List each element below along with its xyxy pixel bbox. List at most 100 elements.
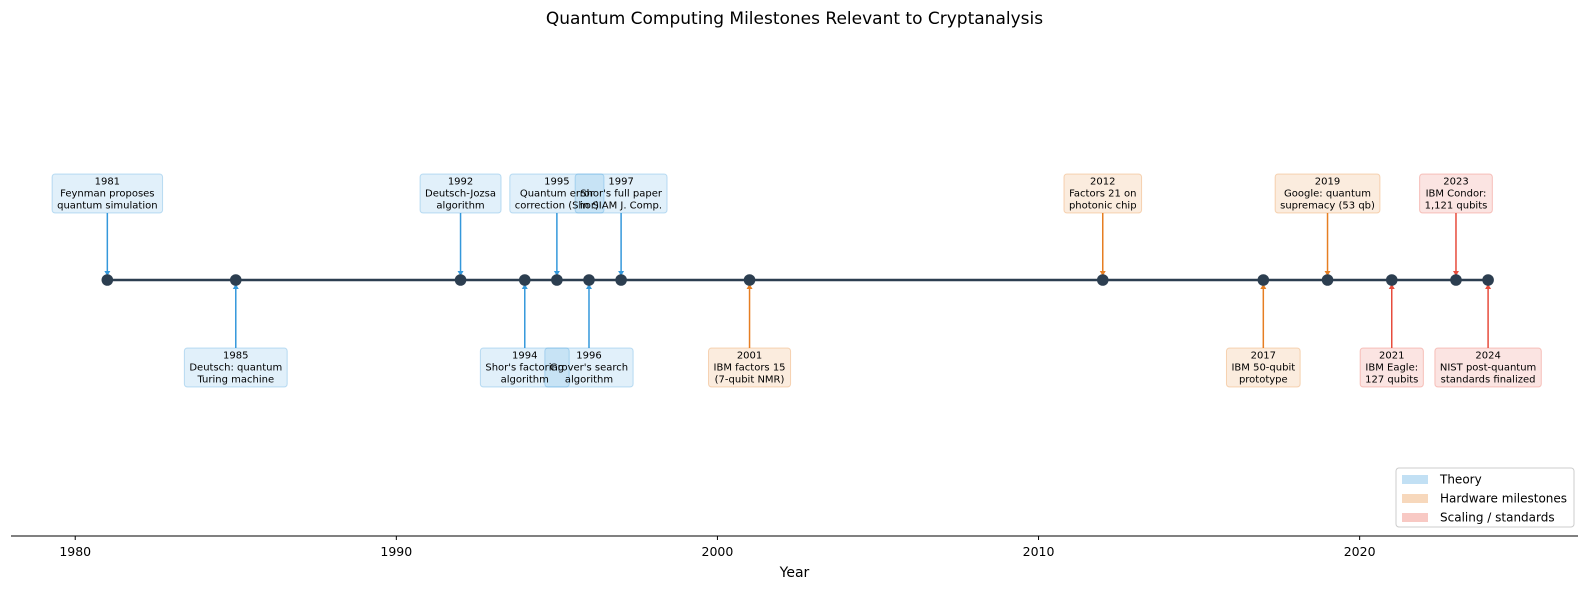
- event-marker: [1257, 274, 1270, 286]
- legend-label-scaling: Scaling / standards: [1440, 511, 1555, 525]
- event-year: 2012: [1090, 177, 1115, 188]
- event-year: 2024: [1475, 351, 1500, 362]
- event-description-line: algorithm: [501, 375, 549, 386]
- legend-frame: [1395, 467, 1575, 528]
- arrow-head: [746, 284, 753, 289]
- x-axis-label: Year: [779, 565, 810, 581]
- events-layer: 1981 Feynman proposes quantum simulation19…: [51, 173, 1542, 388]
- x-axis-ticks: 1980 1990 2000 2010 2020: [59, 536, 1376, 559]
- event-year: 2019: [1315, 177, 1340, 188]
- annotation-arrows: [104, 213, 1492, 348]
- event-marker: [518, 274, 531, 286]
- event-description-line: IBM Condor:: [1426, 189, 1487, 200]
- event-markers: [101, 274, 1494, 286]
- x-tick-label: 1990: [380, 544, 412, 559]
- event-description-line: supremacy (53 qb): [1280, 201, 1375, 212]
- event-description-line: algorithm: [565, 375, 613, 386]
- event-year: 1992: [448, 177, 473, 188]
- event-marker: [583, 274, 595, 286]
- event-year: 1997: [608, 177, 633, 188]
- event-description-line: Quantum error: [520, 189, 595, 200]
- event-year: 1994: [512, 351, 537, 362]
- event-marker: [101, 274, 114, 286]
- event-marker: [229, 274, 242, 286]
- event-description-line: Shor's factoring: [485, 363, 564, 374]
- event-year: 1995: [544, 177, 569, 188]
- arrow-head: [521, 284, 528, 289]
- event-description-line: Grover's search: [550, 363, 628, 374]
- event-label: 2019 Google: quantum supremacy (53 qb): [1280, 177, 1375, 212]
- arrow-head: [1452, 271, 1459, 276]
- event-year: 2023: [1443, 177, 1468, 188]
- event-label: 1985 Deutsch: quantum Turing machine: [189, 351, 282, 386]
- event-marker: [743, 274, 756, 286]
- event-description-line: 127 qubits: [1365, 375, 1418, 386]
- event-marker: [454, 274, 467, 286]
- chart-title: Quantum Computing Milestones Relevant to…: [546, 9, 1043, 29]
- event-label: 2017 IBM 50-qubit prototype: [1231, 351, 1295, 386]
- event-description-line: algorithm: [436, 201, 484, 212]
- event-marker: [551, 274, 563, 286]
- event-marker: [1450, 274, 1462, 286]
- event-year: 2021: [1379, 351, 1404, 362]
- x-tick-label: 2000: [702, 544, 734, 559]
- legend-swatch-scaling: [1402, 513, 1428, 522]
- event-year: 2001: [737, 351, 762, 362]
- arrow-head: [585, 284, 592, 289]
- event-description-line: (7-qubit NMR): [715, 375, 785, 386]
- event-description-line: Google: quantum: [1284, 189, 1371, 200]
- event-description-line: quantum simulation: [57, 201, 157, 212]
- arrow-head: [1485, 284, 1492, 289]
- legend-label-hardware: Hardware milestones: [1440, 492, 1567, 506]
- event-description-line: Deutsch: quantum: [189, 363, 282, 374]
- arrow-head: [232, 284, 239, 289]
- event-description-line: correction (Shor): [515, 201, 599, 212]
- event-description-line: Shor's full paper: [580, 189, 663, 200]
- event-label: 1995 Quantum error correction (Shor): [515, 177, 599, 212]
- legend: Theory Hardware milestones Scaling / sta…: [1395, 467, 1575, 528]
- event-description-line: Turing machine: [196, 375, 274, 386]
- event-description-line: Deutsch-Jozsa: [425, 189, 496, 200]
- event-marker: [1096, 274, 1109, 286]
- arrow-head: [1388, 284, 1395, 289]
- event-label: 2023 IBM Condor: 1,121 qubits: [1425, 177, 1488, 212]
- arrow-head: [457, 271, 464, 276]
- event-marker: [1482, 274, 1494, 286]
- event-label: 2012 Factors 21 on photonic chip: [1069, 177, 1137, 212]
- event-marker: [615, 274, 627, 286]
- event-description-line: Factors 21 on: [1069, 189, 1136, 200]
- event-label: 1996 Grover's search algorithm: [550, 351, 628, 386]
- annotation-boxes: [51, 173, 1542, 388]
- arrow-head: [1260, 284, 1267, 289]
- event-marker: [1385, 274, 1398, 286]
- event-description-line: IBM 50-qubit: [1231, 363, 1295, 374]
- event-description-line: Feynman proposes: [60, 189, 154, 200]
- event-label: 2001 IBM factors 15 (7-qubit NMR): [714, 351, 786, 386]
- event-description-line: IBM factors 15: [714, 363, 786, 374]
- event-year: 1985: [223, 351, 248, 362]
- legend-swatch-hardware: [1402, 494, 1428, 503]
- arrow-head: [104, 271, 111, 276]
- event-description-line: 1,121 qubits: [1425, 201, 1488, 212]
- event-description-line: IBM Eagle:: [1365, 363, 1418, 374]
- event-label: 2021 IBM Eagle: 127 qubits: [1365, 351, 1418, 386]
- x-tick-label: 1980: [59, 544, 91, 559]
- arrow-head: [553, 271, 560, 276]
- legend-swatch-theory: [1402, 475, 1428, 484]
- event-label: 1994 Shor's factoring algorithm: [485, 351, 564, 386]
- event-description-line: NIST post-quantum: [1440, 363, 1536, 374]
- arrow-head: [1099, 271, 1106, 276]
- x-tick-label: 2020: [1344, 544, 1376, 559]
- arrow-head: [1324, 271, 1331, 276]
- event-label: 1997 Shor's full paper in SIAM J. Comp.: [580, 177, 663, 212]
- legend-label-theory: Theory: [1439, 473, 1482, 487]
- event-description-line: standards finalized: [1441, 375, 1536, 386]
- event-description-line: photonic chip: [1069, 201, 1137, 212]
- event-marker: [1321, 274, 1334, 286]
- event-description-line: prototype: [1239, 375, 1288, 386]
- x-tick-label: 2010: [1023, 544, 1055, 559]
- arrow-head: [618, 271, 625, 276]
- event-label: 1992 Deutsch-Jozsa algorithm: [425, 177, 496, 212]
- event-year: 1996: [576, 351, 601, 362]
